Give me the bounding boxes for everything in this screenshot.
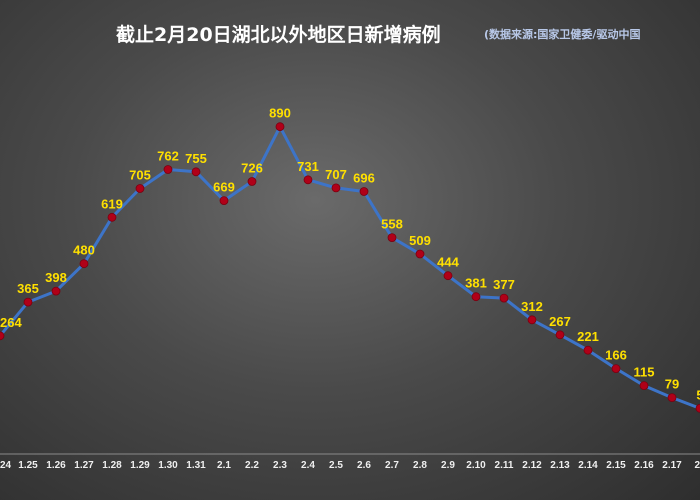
x-tick-label: 2.4 xyxy=(301,460,315,471)
data-label: 890 xyxy=(269,106,291,121)
x-tick-label: 2.7 xyxy=(385,460,399,471)
x-tick-label: 2.14 xyxy=(578,460,598,471)
data-point xyxy=(247,177,257,186)
data-label: 705 xyxy=(129,168,151,183)
x-tick-label: 24 xyxy=(0,460,12,471)
data-point xyxy=(415,249,425,259)
data-label: 480 xyxy=(73,243,95,258)
x-tick-label: 2.6 xyxy=(357,460,371,471)
data-point xyxy=(23,297,33,307)
x-tick-label: 2.15 xyxy=(606,460,626,471)
data-label: 365 xyxy=(17,281,39,296)
data-label: 696 xyxy=(353,171,375,186)
data-label: 398 xyxy=(45,270,67,285)
data-point xyxy=(191,167,201,177)
x-tick-label: 2.3 xyxy=(273,460,287,471)
x-tick-label: 2.1 xyxy=(217,460,231,471)
data-point xyxy=(331,183,341,193)
data-label: 377 xyxy=(493,277,515,292)
data-point xyxy=(527,315,537,325)
x-tick-label: 2.10 xyxy=(466,460,486,471)
data-point xyxy=(443,271,453,281)
data-label: 619 xyxy=(101,196,123,211)
data-label: 381 xyxy=(465,276,487,291)
data-point xyxy=(695,403,700,413)
series-line-group xyxy=(0,125,700,410)
data-label: 115 xyxy=(634,365,655,380)
data-label: 444 xyxy=(437,255,459,270)
x-tick-label: 1.29 xyxy=(130,460,150,471)
x-tick-label: 2.17 xyxy=(662,460,682,471)
data-point xyxy=(219,196,229,206)
data-point xyxy=(107,212,117,222)
data-point xyxy=(555,330,565,340)
data-label: 166 xyxy=(605,348,627,363)
chart-subtitle: (数据来源:国家卫健委/驱动中国 xyxy=(484,28,641,41)
data-label-group: 264 365 398 480 619 705 762 755 669 726 890 731 707 6… xyxy=(0,106,700,403)
chart-title: 截止2月20日湖北以外地区日新增病例 xyxy=(116,24,441,46)
data-label: 726 xyxy=(241,161,263,176)
data-label: 731 xyxy=(297,159,319,174)
data-point xyxy=(359,187,369,196)
data-point xyxy=(499,293,509,303)
x-tick-label: 1.25 xyxy=(18,460,38,471)
data-point xyxy=(135,184,145,193)
x-tick-label: 2.11 xyxy=(495,460,514,471)
data-point xyxy=(611,364,621,374)
data-label: 312 xyxy=(521,299,543,314)
data-point xyxy=(639,381,649,391)
x-tick-label: 1.28 xyxy=(102,460,122,471)
tick-label-group: 24 1.25 1.26 1.27 1.28 1.29 1.30 1.31 2.1 2.2 2.3 2… xyxy=(0,460,700,471)
data-point xyxy=(471,292,481,302)
x-tick-label: 2.12 xyxy=(522,460,542,471)
x-tick-label: 1.30 xyxy=(158,460,178,471)
x-tick-label: 2.9 xyxy=(441,460,455,471)
data-label: 558 xyxy=(381,217,403,232)
data-point xyxy=(275,122,285,132)
data-label: 707 xyxy=(325,167,347,182)
data-point xyxy=(51,286,61,296)
data-label: 79 xyxy=(665,377,679,392)
x-tick-label: 1.31 xyxy=(186,460,206,471)
data-point xyxy=(79,259,89,269)
data-label: 762 xyxy=(157,149,179,164)
x-tick-label: 2.8 xyxy=(413,460,427,471)
marker-group xyxy=(0,122,700,413)
data-point xyxy=(583,345,593,355)
x-tick-label: 1.27 xyxy=(74,460,94,471)
data-label: 509 xyxy=(409,233,431,248)
x-tick-label: 2.16 xyxy=(634,460,654,471)
data-label: 755 xyxy=(185,151,207,166)
x-tick-label: 2.2 xyxy=(245,460,259,471)
x-tick-label: 1.26 xyxy=(46,460,66,471)
data-point xyxy=(163,165,173,174)
x-tick-label: 2.5 xyxy=(329,460,343,471)
data-label: 669 xyxy=(213,180,235,195)
data-point xyxy=(0,331,5,341)
data-point xyxy=(303,175,313,185)
x-tick-label: 2 xyxy=(694,460,700,471)
data-label: 5 xyxy=(696,387,700,402)
data-label: 267 xyxy=(549,314,571,329)
x-tick-label: 2.13 xyxy=(550,460,570,471)
data-point xyxy=(387,233,397,243)
data-label: 264 xyxy=(0,315,22,330)
data-label: 221 xyxy=(577,329,599,344)
data-point xyxy=(667,393,677,403)
series-line xyxy=(0,125,700,410)
